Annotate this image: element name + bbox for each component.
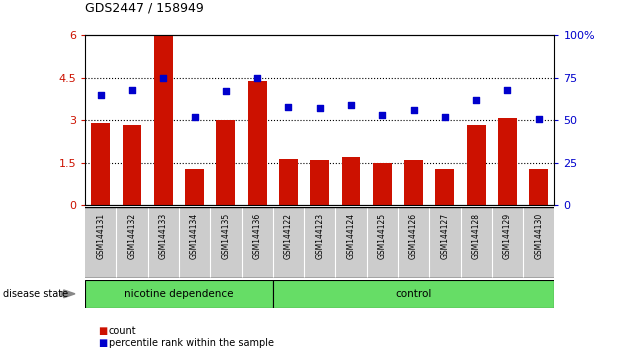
Text: ■: ■ xyxy=(98,326,107,336)
Text: GSM144127: GSM144127 xyxy=(440,213,449,259)
Text: disease state: disease state xyxy=(3,289,68,299)
Point xyxy=(440,114,450,120)
Text: GSM144129: GSM144129 xyxy=(503,213,512,259)
Point xyxy=(284,104,294,110)
Bar xyxy=(123,125,141,205)
Text: count: count xyxy=(109,326,137,336)
Point xyxy=(96,92,106,98)
Bar xyxy=(529,169,548,205)
Bar xyxy=(248,81,266,205)
Bar xyxy=(467,125,486,205)
Point xyxy=(220,88,231,94)
Bar xyxy=(311,160,329,205)
Bar xyxy=(154,35,173,205)
Point xyxy=(502,87,512,93)
Text: control: control xyxy=(396,289,432,299)
Text: ■: ■ xyxy=(98,338,107,348)
Point xyxy=(408,107,418,113)
Bar xyxy=(373,163,392,205)
Point xyxy=(346,102,356,108)
Text: GSM144133: GSM144133 xyxy=(159,213,168,259)
Text: GDS2447 / 158949: GDS2447 / 158949 xyxy=(85,1,203,14)
Text: GSM144134: GSM144134 xyxy=(190,213,199,259)
Bar xyxy=(498,118,517,205)
Point xyxy=(158,75,168,81)
Bar xyxy=(404,160,423,205)
Point xyxy=(314,105,325,111)
Point xyxy=(190,114,200,120)
Bar xyxy=(91,123,110,205)
Bar xyxy=(435,169,454,205)
Text: nicotine dependence: nicotine dependence xyxy=(124,289,234,299)
Text: GSM144132: GSM144132 xyxy=(127,213,137,259)
Text: GSM144123: GSM144123 xyxy=(315,213,324,259)
Text: percentile rank within the sample: percentile rank within the sample xyxy=(109,338,274,348)
Point xyxy=(252,75,262,81)
Text: GSM144126: GSM144126 xyxy=(409,213,418,259)
Text: GSM144136: GSM144136 xyxy=(253,213,261,259)
Bar xyxy=(217,120,235,205)
Bar xyxy=(273,280,554,308)
Text: GSM144122: GSM144122 xyxy=(284,213,293,259)
Point xyxy=(377,113,387,118)
Text: GSM144131: GSM144131 xyxy=(96,213,105,259)
Text: GSM144124: GSM144124 xyxy=(346,213,355,259)
Text: GSM144128: GSM144128 xyxy=(472,213,481,259)
Bar xyxy=(185,169,204,205)
Point xyxy=(127,87,137,93)
Point xyxy=(534,116,544,121)
Text: GSM144130: GSM144130 xyxy=(534,213,543,259)
Text: GSM144125: GSM144125 xyxy=(378,213,387,259)
Point xyxy=(471,97,481,103)
Bar xyxy=(279,159,298,205)
Text: GSM144135: GSM144135 xyxy=(221,213,231,259)
Bar xyxy=(341,157,360,205)
Bar xyxy=(85,280,273,308)
